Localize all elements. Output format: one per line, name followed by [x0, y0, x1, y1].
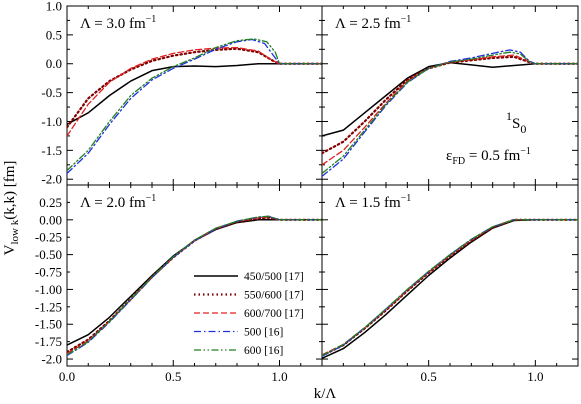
y-tick-label: -0.5	[41, 85, 62, 100]
y-tick-label: 0.5	[46, 27, 62, 42]
series-group	[322, 49, 578, 177]
legend-label: 550/600 [17]	[244, 290, 304, 302]
panel-top-right: Λ = 2.5 fm−1	[321, 5, 579, 186]
series-group	[322, 218, 578, 360]
series-line-500-16	[67, 215, 322, 357]
x-axis-label: k/Λ	[314, 386, 337, 402]
panel-annotation: Λ = 1.5 fm−1	[335, 193, 411, 211]
panel-annotation-sup: −1	[146, 14, 157, 25]
x-tick-label: 0.5	[165, 369, 181, 384]
series-line-550-600-17	[322, 55, 578, 155]
panel-annotation-sup: −1	[401, 193, 412, 204]
panel-annotation: Λ = 2.5 fm−1	[335, 14, 411, 32]
series-group	[67, 215, 322, 357]
x-tick-label: 1.0	[271, 369, 287, 384]
y-tick-label: -1.00	[35, 282, 62, 297]
legend: 450/500 [17] 550/600 [17] 600/700 [17] 500 …	[194, 271, 304, 357]
epsilon-label-sup: −1	[520, 146, 531, 157]
series-line-600-16	[322, 51, 578, 175]
panel-bottom-right: 0.5 1.0 Λ = 1.5 fm−1	[321, 184, 579, 384]
series-line-600-700-17	[67, 216, 322, 355]
series-line-600-700-17	[67, 46, 322, 137]
series-line-600-700-17	[322, 219, 578, 356]
state-label: 1S0	[506, 109, 526, 136]
x-tick-label: 0.5	[421, 369, 437, 384]
series-line-600-16	[67, 38, 322, 172]
y-tick-label: 0.25	[39, 195, 62, 210]
y-axis-label: Vlow k(k,k) [fm]	[2, 161, 21, 256]
y-tick-label: -0.25	[35, 230, 62, 245]
series-line-500-16	[67, 38, 322, 175]
panel-top-left: -2.0 -1.5 -1.0 -0.5 0.0 0.5 1.0 Λ = 3.0 fm−1	[41, 0, 323, 187]
y-tick-label: -1.50	[35, 317, 62, 332]
y-axis-label-main: V	[2, 244, 18, 255]
legend-label: 600/700 [17]	[244, 308, 304, 320]
y-axis-label-rest: (k,k) [fm]	[2, 161, 18, 220]
y-tick-label: -1.0	[41, 114, 62, 129]
state-label-sub: 0	[520, 122, 526, 136]
y-tick-label: -2.0	[41, 172, 62, 187]
series-line-550-600-17	[67, 47, 322, 129]
panel-annotation-main: Λ = 1.5 fm	[335, 195, 401, 211]
x-tick-label: 0.0	[59, 369, 75, 384]
legend-label: 600 [16]	[244, 345, 283, 357]
panel-annotation-sup: −1	[401, 14, 412, 25]
series-group	[67, 38, 322, 175]
y-tick-label: -1.25	[35, 299, 62, 314]
panel-frame	[66, 5, 323, 186]
panel-annotation-main: Λ = 2.0 fm	[80, 195, 146, 211]
series-line-450-500-17	[322, 219, 578, 360]
series-line-450-500-17	[67, 62, 322, 126]
epsilon-label-sub: FD	[452, 156, 465, 167]
state-label-main: S	[512, 116, 520, 132]
series-line-500-16	[322, 49, 578, 177]
panel-bottom-left: -2.0 -1.75 -1.50 -1.25 -1.00 -0.75 -0.50 -0.25 0…	[35, 184, 323, 384]
epsilon-label-main: ε	[446, 148, 452, 164]
y-tick-label: 1.0	[46, 0, 62, 14]
series-line-600-16	[322, 219, 578, 357]
panels: -2.0-1.5-1.0-0.50.00.51.0Λ = 3.0 fm−1 Λ =…	[35, 0, 579, 384]
y-tick-label: 0.0	[46, 56, 62, 71]
panel-annotation-sup: −1	[146, 193, 157, 204]
epsilon-label: εFD = 0.5 fm−1	[446, 146, 531, 167]
panel-annotation: Λ = 3.0 fm−1	[80, 14, 156, 32]
series-line-600-16	[67, 215, 322, 356]
y-tick-label: -2.0	[41, 352, 62, 367]
y-axis-label-sub: low k	[9, 219, 21, 244]
epsilon-label-rest: = 0.5 fm	[465, 148, 520, 164]
y-tick-label: -0.50	[35, 247, 62, 262]
legend-label: 500 [16]	[244, 327, 283, 339]
y-tick-label: -0.75	[35, 265, 62, 280]
x-tick-label: 1.0	[527, 369, 543, 384]
panel-annotation: Λ = 2.0 fm−1	[80, 193, 156, 211]
legend-label: 450/500 [17]	[244, 271, 304, 283]
panel-annotation-main: Λ = 3.0 fm	[80, 16, 146, 32]
panel-frame	[321, 184, 579, 367]
y-tick-label: -1.75	[35, 334, 62, 349]
panel-annotation-main: Λ = 2.5 fm	[335, 16, 401, 32]
state-label-sup: 1	[506, 109, 512, 123]
series-line-450-500-17	[322, 61, 578, 137]
y-tick-label: 0.00	[39, 212, 62, 227]
y-tick-label: -1.5	[41, 143, 62, 158]
